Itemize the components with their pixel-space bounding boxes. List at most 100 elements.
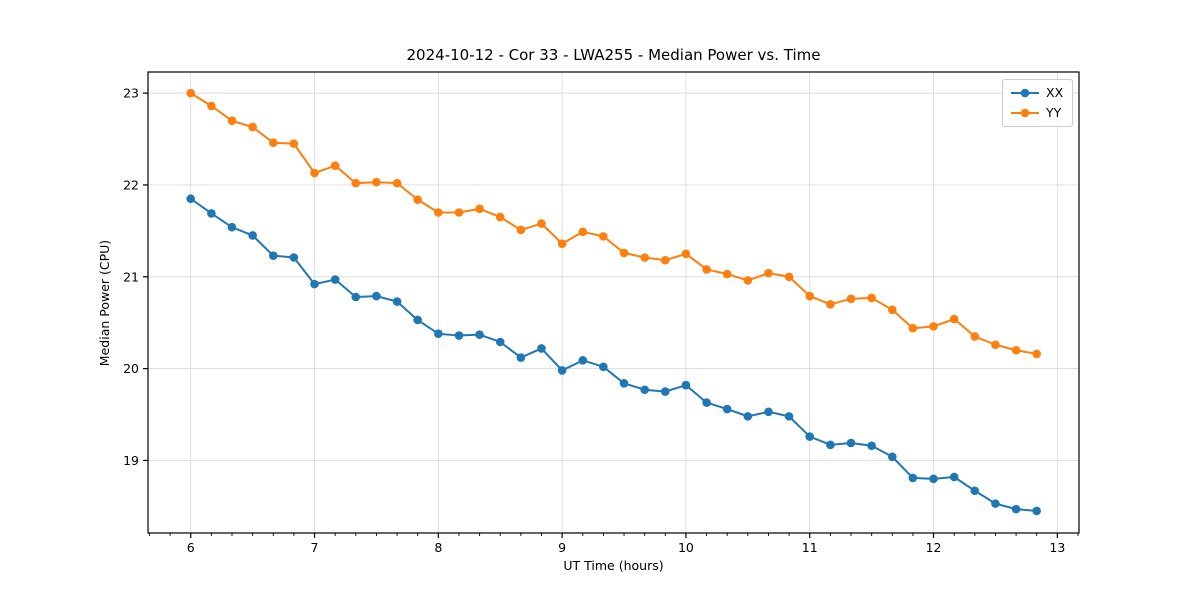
data-point-YY xyxy=(949,314,959,324)
data-point-YY xyxy=(867,293,876,303)
y-tick-label: 21 xyxy=(123,269,139,284)
data-point-YY xyxy=(578,227,588,237)
data-point-YY xyxy=(970,332,980,341)
data-point-XX xyxy=(516,353,526,362)
data-point-XX xyxy=(207,209,216,218)
data-point-YY xyxy=(186,88,196,98)
data-point-XX xyxy=(1011,504,1021,514)
data-point-XX xyxy=(413,315,422,325)
data-point-XX xyxy=(743,412,753,421)
chart-title: 2024-10-12 - Cor 33 - LWA255 - Median Po… xyxy=(406,46,821,64)
data-point-XX xyxy=(826,440,835,450)
y-tick-label: 23 xyxy=(123,86,139,101)
legend-marker-icon xyxy=(1011,88,1039,98)
data-point-YY xyxy=(454,208,464,217)
data-point-YY xyxy=(1032,349,1041,359)
data-point-YY xyxy=(846,294,856,304)
data-point-XX xyxy=(846,438,856,448)
data-point-YY xyxy=(619,248,629,258)
data-point-XX xyxy=(991,499,1000,508)
data-point-XX xyxy=(867,441,876,451)
data-point-YY xyxy=(475,204,484,214)
legend-label: XX xyxy=(1046,85,1064,100)
data-point-XX xyxy=(289,253,299,262)
data-point-XX xyxy=(227,222,237,232)
data-point-XX xyxy=(949,472,959,482)
data-point-XX xyxy=(805,432,815,441)
data-point-XX xyxy=(660,387,670,396)
x-tick-label: 8 xyxy=(434,540,442,555)
data-point-XX xyxy=(702,398,711,407)
data-point-YY xyxy=(805,291,815,301)
data-point-XX xyxy=(392,297,402,306)
data-point-YY xyxy=(681,249,691,259)
data-point-YY xyxy=(1011,345,1021,355)
data-point-YY xyxy=(888,305,897,315)
series-line-YY xyxy=(190,92,1037,355)
x-tick-label: 10 xyxy=(678,540,694,555)
data-point-YY xyxy=(660,255,670,265)
data-point-YY xyxy=(372,177,381,187)
data-point-YY xyxy=(495,212,505,222)
legend-marker-icon xyxy=(1011,108,1039,118)
legend-item-XX: XX xyxy=(1011,85,1063,101)
x-axis-label: UT Time (hours) xyxy=(563,558,664,573)
data-point-XX xyxy=(248,231,257,240)
data-point-XX xyxy=(537,344,546,353)
x-tick-label: 12 xyxy=(926,540,942,555)
data-point-YY xyxy=(248,122,257,132)
data-point-XX xyxy=(764,407,773,417)
data-point-YY xyxy=(310,168,319,178)
data-point-XX xyxy=(330,275,340,284)
data-point-XX xyxy=(1032,506,1041,516)
data-point-YY xyxy=(289,139,299,148)
legend: XX YY xyxy=(1002,79,1074,127)
data-point-XX xyxy=(372,291,381,301)
data-point-XX xyxy=(970,486,980,496)
data-point-YY xyxy=(702,265,711,274)
data-point-YY xyxy=(516,225,526,235)
data-point-XX xyxy=(929,474,938,484)
data-point-YY xyxy=(392,178,402,188)
data-point-XX xyxy=(599,362,608,372)
y-tick-label: 19 xyxy=(123,453,139,468)
plot-border xyxy=(147,71,1080,534)
data-point-YY xyxy=(743,276,753,285)
y-axis-label: Median Power (CPU) xyxy=(97,239,112,367)
legend-item-YY: YY xyxy=(1011,105,1063,121)
data-point-YY xyxy=(640,253,649,262)
data-point-YY xyxy=(351,178,361,188)
x-tick-label: 6 xyxy=(187,540,195,555)
data-point-YY xyxy=(268,138,278,148)
data-point-YY xyxy=(784,272,794,282)
data-point-YY xyxy=(826,300,835,309)
data-point-YY xyxy=(330,161,340,170)
data-point-XX xyxy=(310,279,319,289)
data-point-YY xyxy=(207,101,216,111)
data-point-YY xyxy=(537,219,546,228)
data-point-XX xyxy=(784,412,794,421)
data-point-YY xyxy=(929,322,938,331)
x-tick-label: 9 xyxy=(558,540,566,555)
y-tick-label: 22 xyxy=(123,177,139,192)
data-point-XX xyxy=(557,366,567,375)
data-point-YY xyxy=(991,340,1000,350)
data-point-XX xyxy=(888,452,897,462)
data-point-YY xyxy=(764,268,773,278)
data-point-XX xyxy=(268,251,278,260)
data-point-XX xyxy=(578,356,588,365)
data-point-YY xyxy=(908,323,918,333)
data-point-YY xyxy=(722,269,732,279)
data-point-XX xyxy=(640,385,649,395)
data-point-XX xyxy=(681,380,691,390)
series-YY xyxy=(186,88,1041,359)
legend-label: YY xyxy=(1046,105,1062,120)
x-tick-label: 13 xyxy=(1049,540,1065,555)
data-point-YY xyxy=(557,239,567,249)
x-tick-label: 7 xyxy=(311,540,319,555)
series-XX xyxy=(186,194,1041,516)
data-point-YY xyxy=(227,116,237,125)
data-point-XX xyxy=(454,331,464,340)
